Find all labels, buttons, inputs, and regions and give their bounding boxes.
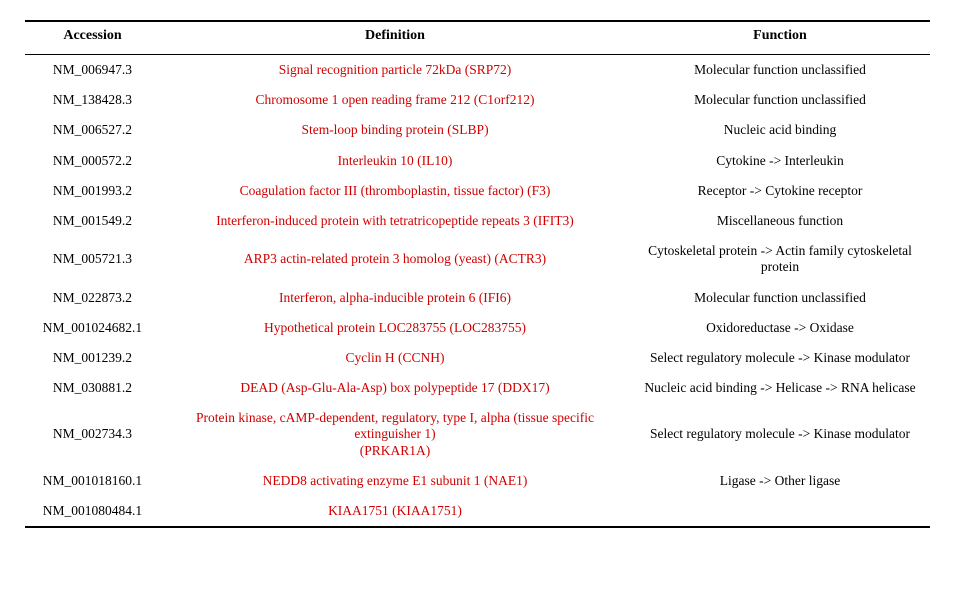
cell-function: Ligase -> Other ligase <box>630 466 930 496</box>
cell-function: Cytoskeletal protein -> Actin family cyt… <box>630 236 930 282</box>
cell-definition: Signal recognition particle 72kDa (SRP72… <box>160 55 630 86</box>
table-row: NM_001993.2Coagulation factor III (throm… <box>25 176 930 206</box>
cell-accession: NM_001018160.1 <box>25 466 160 496</box>
cell-accession: NM_005721.3 <box>25 236 160 282</box>
cell-function: Molecular function unclassified <box>630 283 930 313</box>
cell-function: Nucleic acid binding -> Helicase -> RNA … <box>630 373 930 403</box>
cell-function: Select regulatory molecule -> Kinase mod… <box>630 343 930 373</box>
table-row: NM_001018160.1NEDD8 activating enzyme E1… <box>25 466 930 496</box>
cell-definition: Protein kinase, cAMP-dependent, regulato… <box>160 403 630 466</box>
gene-table: Accession Definition Function NM_006947.… <box>25 20 930 528</box>
cell-definition: ARP3 actin-related protein 3 homolog (ye… <box>160 236 630 282</box>
cell-definition: Interleukin 10 (IL10) <box>160 146 630 176</box>
cell-accession: NM_030881.2 <box>25 373 160 403</box>
table-row: NM_002734.3Protein kinase, cAMP-dependen… <box>25 403 930 466</box>
cell-definition: Stem-loop binding protein (SLBP) <box>160 115 630 145</box>
cell-accession: NM_022873.2 <box>25 283 160 313</box>
cell-function: Cytokine -> Interleukin <box>630 146 930 176</box>
header-accession: Accession <box>25 21 160 55</box>
table-row: NM_005721.3ARP3 actin-related protein 3 … <box>25 236 930 282</box>
table-row: NM_006947.3Signal recognition particle 7… <box>25 55 930 86</box>
cell-definition: Interferon-induced protein with tetratri… <box>160 206 630 236</box>
cell-function: Select regulatory molecule -> Kinase mod… <box>630 403 930 466</box>
table-row: NM_001239.2Cyclin H (CCNH)Select regulat… <box>25 343 930 373</box>
cell-accession: NM_001549.2 <box>25 206 160 236</box>
cell-accession: NM_002734.3 <box>25 403 160 466</box>
cell-accession: NM_001993.2 <box>25 176 160 206</box>
cell-accession: NM_001080484.1 <box>25 496 160 527</box>
table-row: NM_000572.2Interleukin 10 (IL10)Cytokine… <box>25 146 930 176</box>
table-row: NM_001080484.1KIAA1751 (KIAA1751) <box>25 496 930 527</box>
cell-definition: Cyclin H (CCNH) <box>160 343 630 373</box>
cell-definition: NEDD8 activating enzyme E1 subunit 1 (NA… <box>160 466 630 496</box>
cell-accession: NM_001239.2 <box>25 343 160 373</box>
cell-function: Miscellaneous function <box>630 206 930 236</box>
cell-function: Oxidoreductase -> Oxidase <box>630 313 930 343</box>
table-row: NM_001549.2Interferon-induced protein wi… <box>25 206 930 236</box>
cell-accession: NM_000572.2 <box>25 146 160 176</box>
table-row: NM_001024682.1Hypothetical protein LOC28… <box>25 313 930 343</box>
cell-definition: Hypothetical protein LOC283755 (LOC28375… <box>160 313 630 343</box>
cell-definition: DEAD (Asp-Glu-Ala-Asp) box polypeptide 1… <box>160 373 630 403</box>
cell-accession: NM_138428.3 <box>25 85 160 115</box>
cell-accession: NM_006947.3 <box>25 55 160 86</box>
cell-definition: Coagulation factor III (thromboplastin, … <box>160 176 630 206</box>
table-row: NM_022873.2Interferon, alpha-inducible p… <box>25 283 930 313</box>
cell-accession: NM_001024682.1 <box>25 313 160 343</box>
table-row: NM_030881.2DEAD (Asp-Glu-Ala-Asp) box po… <box>25 373 930 403</box>
cell-definition: Interferon, alpha-inducible protein 6 (I… <box>160 283 630 313</box>
header-row: Accession Definition Function <box>25 21 930 55</box>
cell-function: Nucleic acid binding <box>630 115 930 145</box>
cell-function: Molecular function unclassified <box>630 55 930 86</box>
cell-function: Molecular function unclassified <box>630 85 930 115</box>
cell-definition: Chromosome 1 open reading frame 212 (C1o… <box>160 85 630 115</box>
cell-function <box>630 496 930 527</box>
table-row: NM_006527.2Stem-loop binding protein (SL… <box>25 115 930 145</box>
cell-accession: NM_006527.2 <box>25 115 160 145</box>
header-definition: Definition <box>160 21 630 55</box>
cell-function: Receptor -> Cytokine receptor <box>630 176 930 206</box>
table-row: NM_138428.3Chromosome 1 open reading fra… <box>25 85 930 115</box>
header-function: Function <box>630 21 930 55</box>
cell-definition: KIAA1751 (KIAA1751) <box>160 496 630 527</box>
